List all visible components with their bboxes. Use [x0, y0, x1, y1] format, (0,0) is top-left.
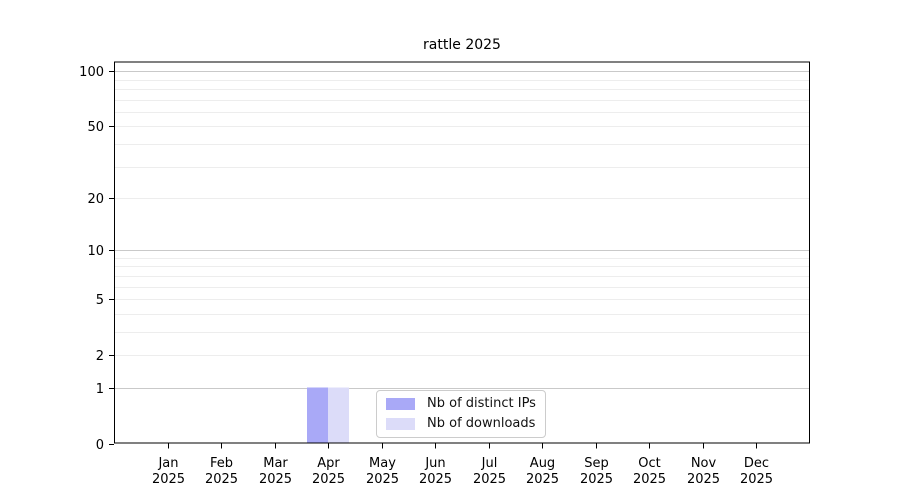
y-tick-label: 10: [87, 244, 104, 259]
legend-swatch-downloads: [386, 418, 415, 430]
y-tick-label: 0: [96, 438, 104, 453]
x-tick-label-month: Oct: [638, 456, 660, 471]
y-tick-label: 20: [87, 192, 104, 207]
y-tick-label: 100: [79, 65, 104, 80]
x-tick-label-month: Feb: [210, 456, 233, 471]
y-tick-label: 5: [96, 293, 104, 308]
legend-label-downloads: Nb of downloads: [427, 416, 536, 431]
axis-spines: [114, 61, 810, 444]
x-tick-label-year: 2025: [366, 472, 399, 487]
x-tick-label-year: 2025: [633, 472, 666, 487]
x-tick-label-year: 2025: [419, 472, 452, 487]
legend: Nb of distinct IPs Nb of downloads: [376, 390, 546, 438]
x-tick-label-year: 2025: [580, 472, 613, 487]
x-tick-label-year: 2025: [312, 472, 345, 487]
x-tick-label-month: Nov: [691, 456, 717, 471]
legend-swatch-distinct-ips: [386, 398, 415, 410]
bar-segment: [328, 387, 349, 444]
legend-label-distinct-ips: Nb of distinct IPs: [427, 396, 536, 411]
x-tick-label-year: 2025: [526, 472, 559, 487]
x-tick-label-month: Apr: [317, 456, 340, 471]
x-tick-label-year: 2025: [152, 472, 185, 487]
x-tick-label-month: Jan: [157, 456, 178, 471]
bar-segment: [307, 387, 328, 444]
y-tick-label: 50: [87, 120, 104, 135]
x-tick-label-month: Jun: [424, 456, 445, 471]
x-tick-label-year: 2025: [473, 472, 506, 487]
x-tick-label-year: 2025: [740, 472, 773, 487]
y-tick-label: 1: [96, 382, 104, 397]
legend-item-distinct-ips: Nb of distinct IPs: [386, 396, 536, 412]
y-tick-label: 2: [96, 349, 104, 364]
x-tick-label-year: 2025: [687, 472, 720, 487]
chart-title: rattle 2025: [423, 37, 501, 53]
x-tick-label-month: Jul: [481, 456, 498, 471]
legend-item-downloads: Nb of downloads: [386, 416, 536, 432]
x-tick-label-year: 2025: [205, 472, 238, 487]
x-tick-label-month: Mar: [263, 456, 288, 471]
x-tick-label-month: Sep: [584, 456, 609, 471]
x-tick-label-month: Aug: [530, 456, 555, 471]
x-tick-label-year: 2025: [259, 472, 292, 487]
x-tick-label-month: Dec: [744, 456, 769, 471]
x-tick-label-month: May: [369, 456, 396, 471]
